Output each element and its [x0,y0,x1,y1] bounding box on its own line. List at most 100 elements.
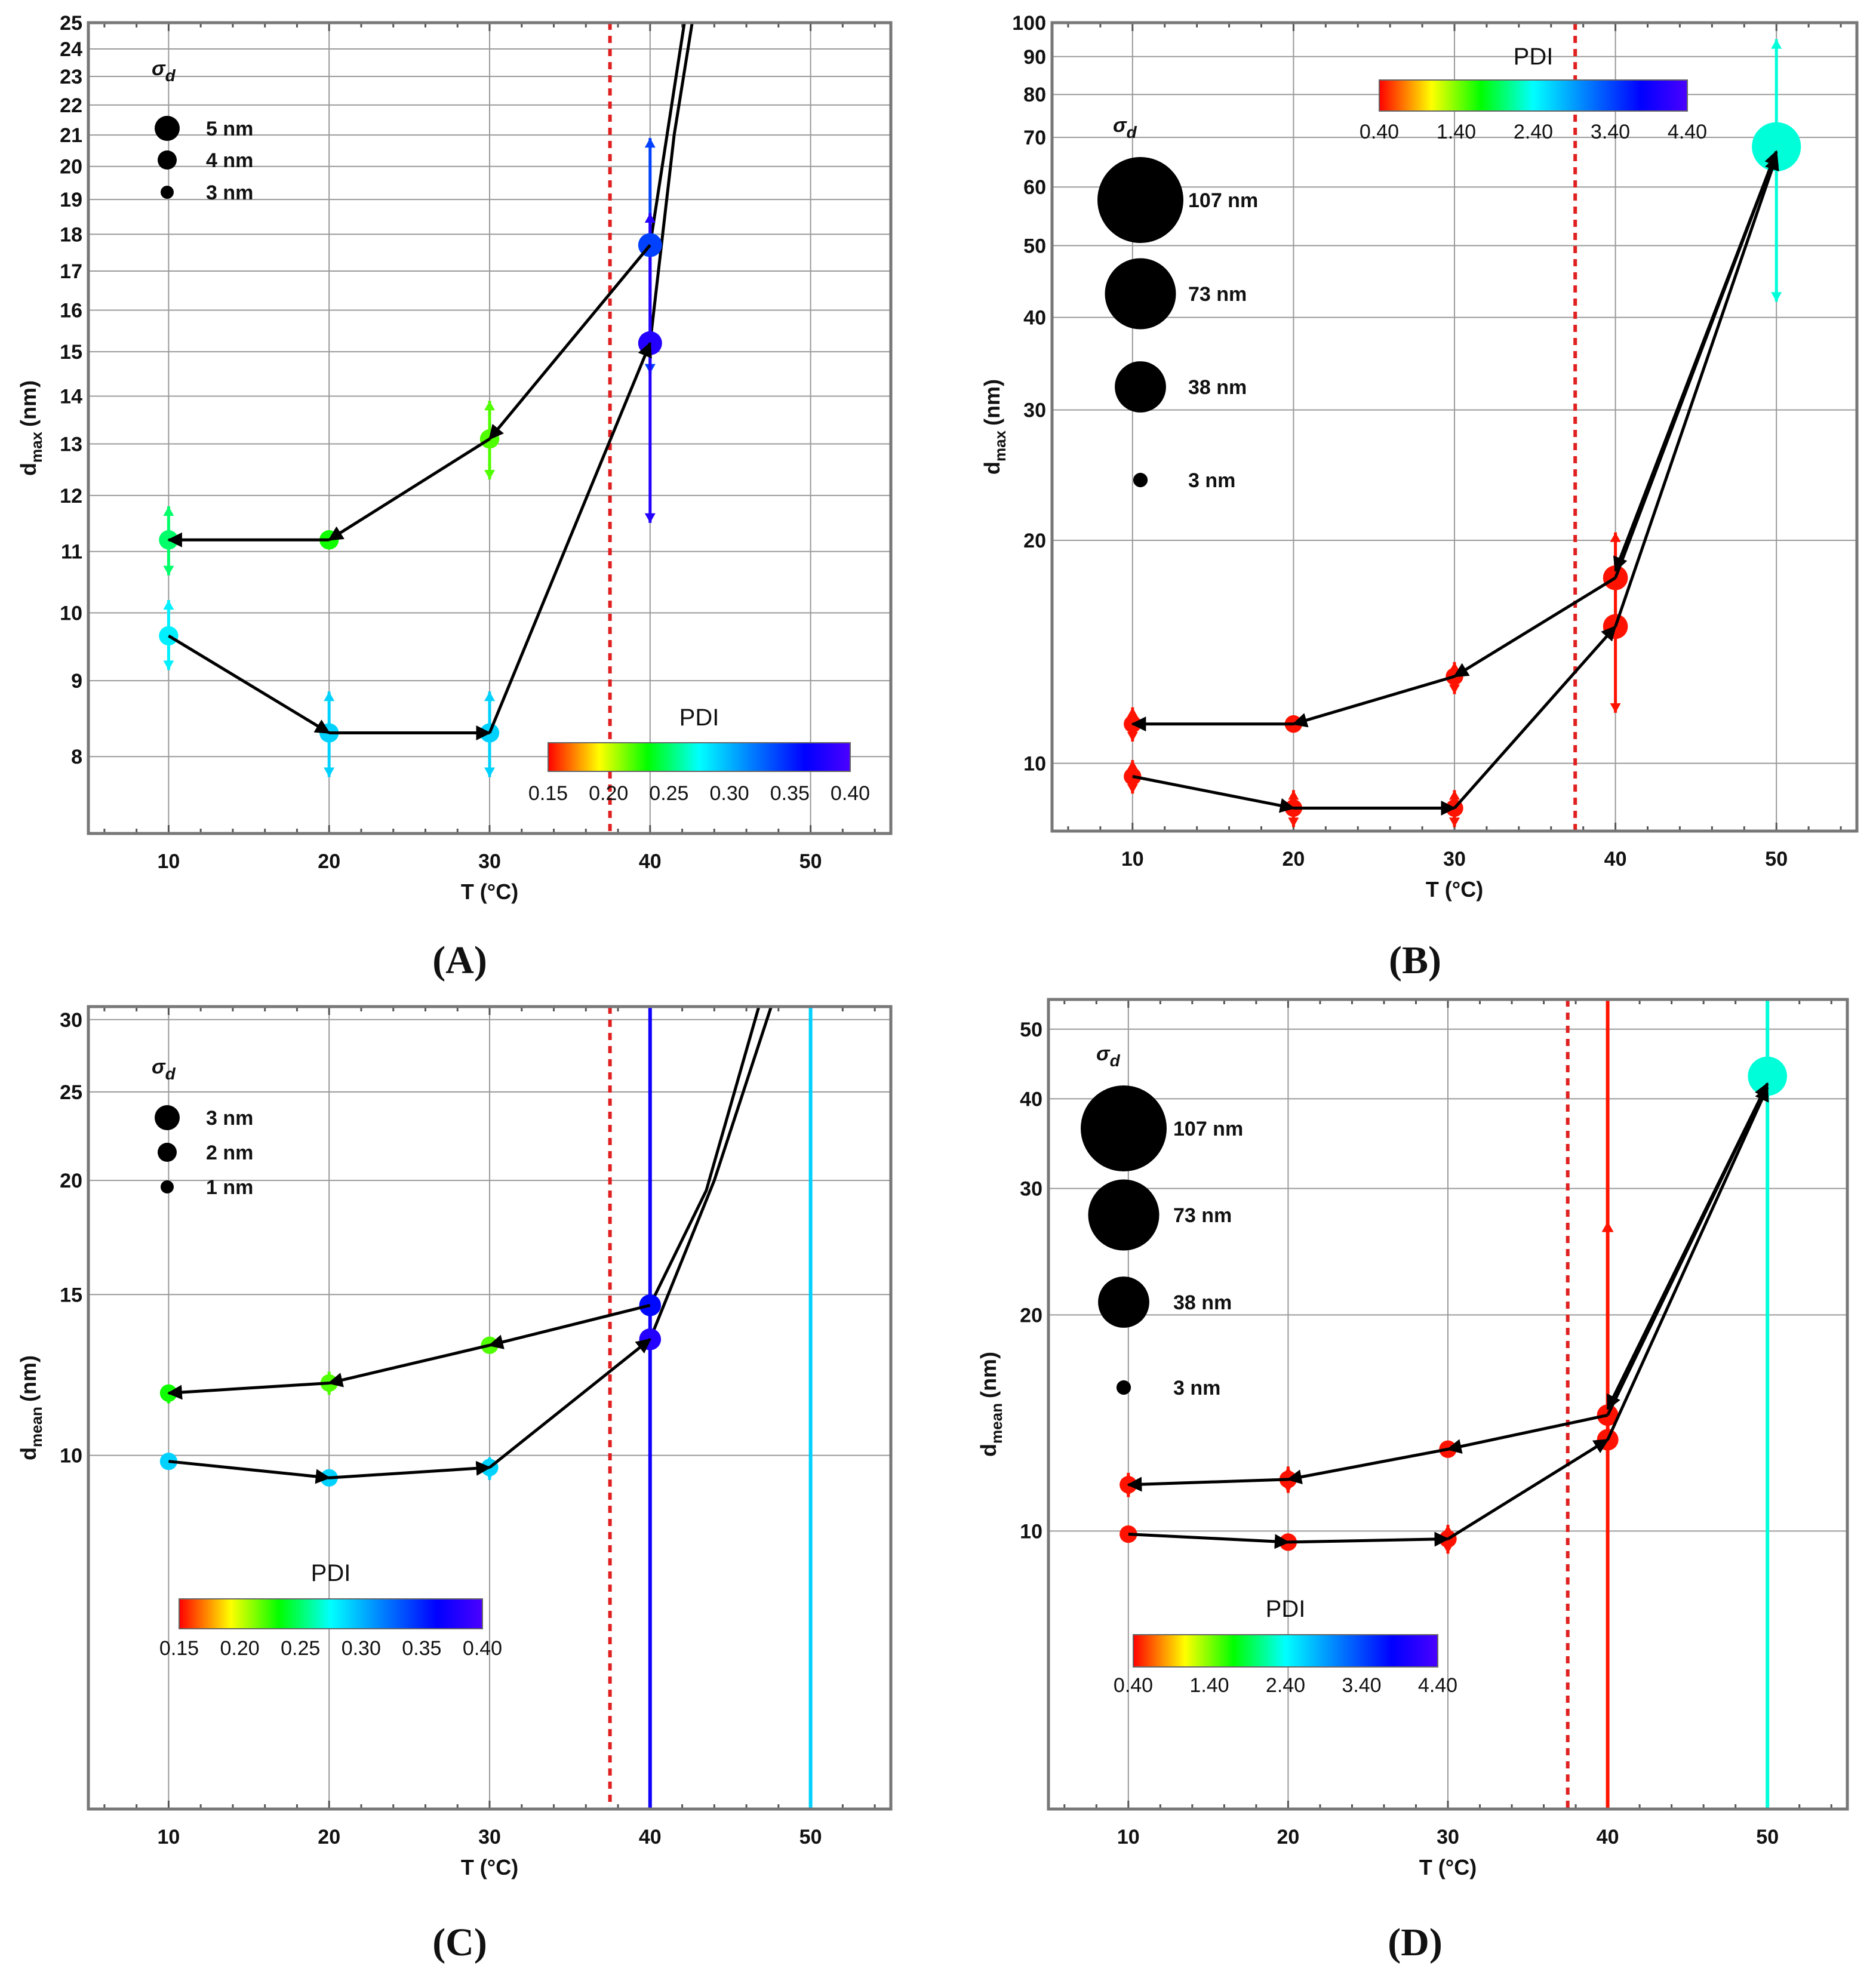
legend-marker [1081,1085,1167,1171]
x-tick-label: 20 [318,1826,340,1848]
legend-marker [1088,1179,1160,1251]
error-bar-cap [644,513,656,523]
y-tick-label: 30 [1020,1178,1042,1201]
x-tick-label: 40 [639,850,662,873]
error-bar-cap [1771,39,1782,49]
error-bar-cap [1449,817,1460,828]
x-tick-label: 10 [1117,1826,1140,1848]
colorbar-gradient [1379,79,1688,112]
x-tick-label: 50 [799,1826,822,1848]
legend-item-label: 38 nm [1188,376,1247,399]
legend-title: σd [1113,114,1137,141]
colorbar-title: PDI [1266,1596,1306,1622]
trend-arrow [327,1343,490,1388]
x-tick-label: 50 [1756,1826,1779,1848]
y-axis-title-unit: (nm) [980,379,1004,426]
colorbar-tick-label: 3.40 [1342,1674,1381,1697]
legend-item-label: 4 nm [206,149,253,172]
y-axis-title-unit: (nm) [16,380,41,427]
y-tick-label: 13 [60,433,82,456]
y-tick-label: 30 [1023,399,1046,422]
trend-arrow [1606,1082,1769,1410]
y-tick-label: 11 [61,541,82,564]
trend-arrow [1453,625,1617,810]
trend-arrow [167,1382,330,1400]
legend-marker [1115,361,1166,413]
trend-arrow [488,244,651,441]
trend-curve [648,23,694,344]
y-tick-label: 14 [60,386,82,408]
x-tick-label: 30 [478,850,501,873]
x-tick-label: 20 [1277,1826,1299,1848]
colorbar-tick-label: 2.40 [1514,121,1553,143]
panel-label: (C) [432,1921,487,1964]
colorbar-tick-label: 0.40 [831,782,870,805]
sigma-legend: σd 5 nm 4 nm 3 nm [152,57,253,204]
legend-item-label: 73 nm [1188,283,1247,306]
y-tick-label: 80 [1023,84,1046,106]
y-axis-title-sub: max [991,430,1009,462]
x-axis-title: T (°C) [1426,877,1483,902]
x-tick-label: 20 [318,850,340,873]
legend-marker [155,116,180,141]
colorbar-tick-label: 1.40 [1437,121,1476,143]
y-axis-title-main: d [980,462,1004,475]
trend-arrow [168,634,331,734]
legend-title-main: σ [152,1056,166,1078]
x-tick-label: 40 [1604,848,1627,870]
pdi-colorbar: PDI 0.40 1.40 2.40 3.40 4.40 [1360,44,1707,143]
error-bar-cap [163,506,174,516]
legend-marker [1116,1380,1131,1395]
error-bar-cap [1771,292,1782,302]
trend-arrow [1446,1413,1609,1454]
colorbar-tick-label: 0.40 [1114,1674,1153,1697]
colorbar-gradient [548,742,851,772]
y-axis-title-main: d [16,1447,41,1460]
plot-frame [87,1005,893,1811]
y-tick-label: 20 [60,1170,82,1192]
plot-content [159,1007,813,1809]
y-axis-title-main: d [976,1444,1001,1457]
plot-frame [87,21,893,835]
x-tick-label: 40 [1597,1826,1619,1848]
legend-item-label: 3 nm [1188,469,1235,492]
legend-title: σd [152,1056,176,1083]
error-bar-cap [1610,703,1621,713]
legend-marker [1098,1276,1149,1328]
y-tick-label: 15 [60,341,82,364]
trend-arrow [1606,1085,1769,1441]
y-tick-label: 22 [60,94,82,117]
colorbar-tick-label: 0.35 [770,782,810,805]
x-tick-label: 30 [1437,1826,1459,1848]
plot-content [1124,23,1801,831]
y-tick-label: 60 [1023,176,1046,199]
error-bar-cap [644,213,656,223]
pdi-colorbar: PDI 0.40 1.40 2.40 3.40 4.40 [1114,1596,1457,1697]
colorbar-tick-label: 0.15 [528,782,568,805]
x-tick-label: 10 [1121,848,1144,870]
plot-frame [1050,21,1859,833]
y-tick-label: 10 [1023,752,1046,775]
trend-arrow [488,1303,651,1349]
colorbar-tick-label: 3.40 [1591,121,1630,143]
y-tick-label: 18 [60,223,82,246]
y-tick-label: 90 [1023,46,1046,69]
colorbar-tick-label: 0.25 [281,1637,320,1660]
x-tick-label: 10 [157,850,180,873]
error-bar-cap [484,767,495,777]
y-tick-label: 30 [60,1009,82,1032]
colorbar-title: PDI [1514,44,1554,70]
y-tick-label: 25 [60,1081,82,1104]
colorbar-tick-label: 1.40 [1189,1674,1229,1697]
error-bar-cap [163,600,174,610]
x-axis-title: T (°C) [1419,1855,1477,1879]
y-tick-label: 20 [1020,1304,1042,1327]
x-tick-label: 50 [1765,848,1788,870]
sigma-legend: σd 107 nm 73 nm 38 nm 3 nm [1097,114,1258,492]
y-tick-label: 16 [60,299,82,322]
error-bar-cap [1288,790,1299,800]
pdi-colorbar: PDI 0.15 0.20 0.25 0.30 0.35 0.40 [528,705,870,805]
legend-item-label: 107 nm [1173,1118,1243,1140]
error-bar-cap [1449,684,1460,694]
